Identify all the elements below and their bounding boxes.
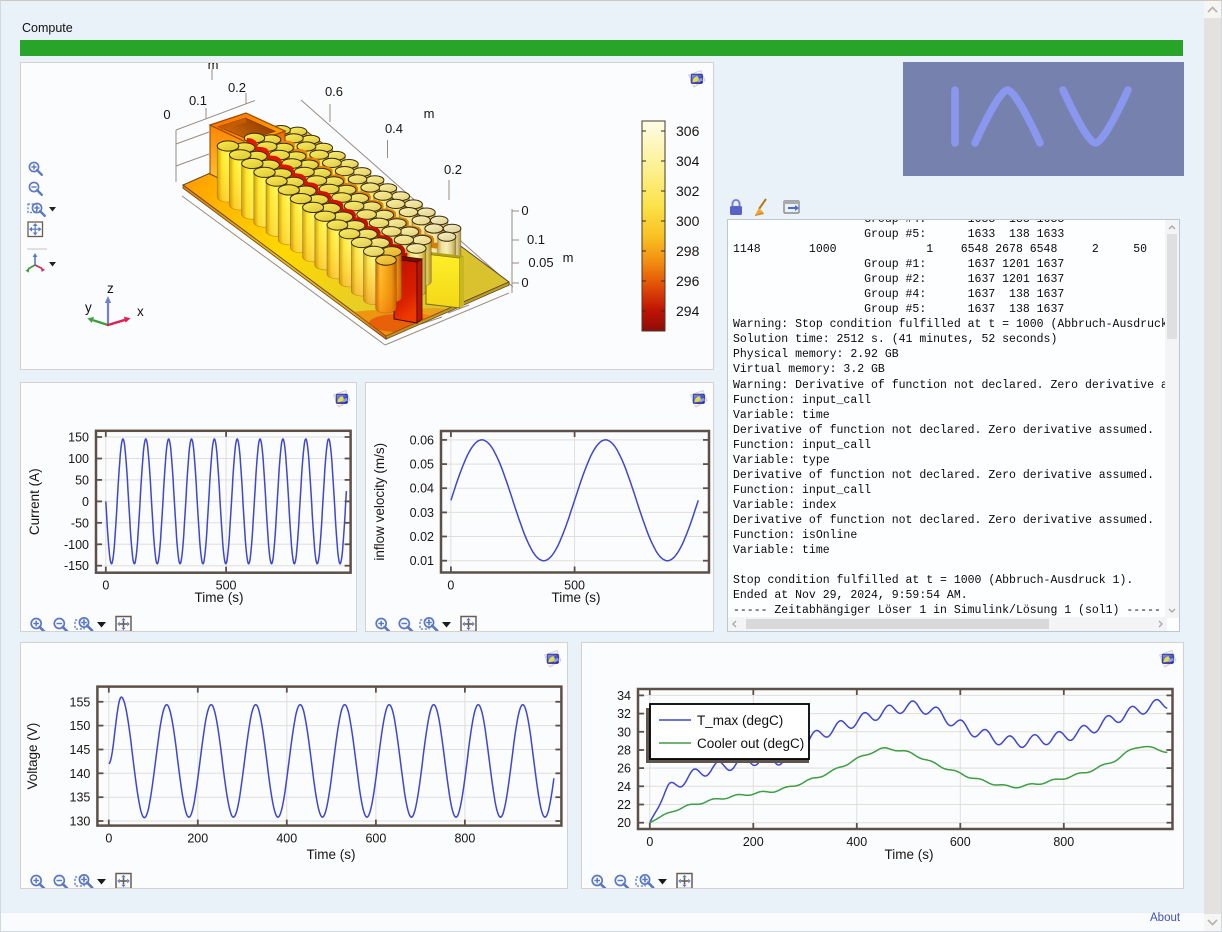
svg-text:500: 500 (216, 579, 237, 593)
svg-text:0.01: 0.01 (410, 554, 434, 568)
svg-text:150: 150 (70, 719, 91, 733)
svg-text:155: 155 (70, 695, 91, 709)
svg-text:m: m (563, 250, 574, 265)
svg-text:140: 140 (70, 767, 91, 781)
svg-text:302: 302 (676, 183, 700, 199)
svg-text:y: y (85, 300, 92, 315)
svg-text:0: 0 (105, 832, 112, 846)
svg-text:0.05: 0.05 (410, 458, 434, 472)
svg-text:inflow velocity (m/s): inflow velocity (m/s) (372, 443, 387, 561)
svg-text:306: 306 (676, 123, 700, 139)
svg-text:800: 800 (1053, 835, 1074, 849)
svg-text:0.6: 0.6 (325, 84, 343, 99)
svg-text:304: 304 (676, 153, 700, 169)
svg-text:34: 34 (617, 689, 631, 703)
svg-text:400: 400 (276, 832, 297, 846)
svg-text:0: 0 (447, 579, 454, 593)
svg-text:32: 32 (617, 707, 631, 721)
svg-text:Time (s): Time (s) (195, 590, 244, 605)
svg-text:m: m (424, 106, 435, 121)
svg-text:500: 500 (564, 579, 585, 593)
svg-text:Time (s): Time (s) (885, 847, 934, 862)
svg-text:600: 600 (950, 835, 971, 849)
svg-text:-150: -150 (64, 559, 89, 573)
svg-text:28: 28 (617, 744, 631, 758)
svg-text:26: 26 (617, 762, 631, 776)
svg-text:296: 296 (676, 273, 700, 289)
svg-text:0.04: 0.04 (410, 482, 434, 496)
svg-text:294: 294 (676, 303, 700, 319)
svg-text:0.02: 0.02 (410, 530, 434, 544)
svg-text:0.06: 0.06 (410, 433, 434, 447)
svg-text:145: 145 (70, 743, 91, 757)
svg-text:0: 0 (82, 495, 89, 509)
svg-text:0.2: 0.2 (444, 162, 462, 177)
svg-text:100: 100 (68, 452, 89, 466)
svg-text:130: 130 (70, 815, 91, 829)
svg-text:x: x (137, 304, 144, 319)
svg-text:0.2: 0.2 (228, 80, 246, 95)
svg-text:50: 50 (75, 473, 89, 487)
svg-text:0: 0 (163, 107, 170, 122)
svg-text:Cooler out (degC): Cooler out (degC) (697, 736, 804, 751)
svg-text:Current (A): Current (A) (27, 468, 42, 535)
svg-text:0.1: 0.1 (527, 232, 545, 247)
svg-text:135: 135 (70, 791, 91, 805)
svg-text:24: 24 (617, 780, 631, 794)
svg-text:Time (s): Time (s) (552, 590, 601, 605)
svg-text:800: 800 (454, 832, 475, 846)
svg-text:20: 20 (617, 816, 631, 830)
svg-text:0: 0 (521, 275, 528, 290)
svg-text:z: z (107, 281, 114, 296)
svg-text:300: 300 (676, 213, 700, 229)
svg-text:0.05: 0.05 (528, 255, 553, 270)
svg-text:30: 30 (617, 725, 631, 739)
svg-text:0.03: 0.03 (410, 506, 434, 520)
svg-text:150: 150 (68, 431, 89, 445)
svg-text:T_max (degC): T_max (degC) (697, 713, 783, 728)
svg-text:m: m (208, 63, 219, 72)
svg-text:0: 0 (102, 579, 109, 593)
svg-text:22: 22 (617, 798, 631, 812)
svg-text:200: 200 (187, 832, 208, 846)
svg-text:0.1: 0.1 (189, 93, 207, 108)
svg-text:-100: -100 (64, 538, 89, 552)
svg-text:400: 400 (846, 835, 867, 849)
svg-text:0: 0 (646, 835, 653, 849)
svg-text:Time (s): Time (s) (307, 847, 356, 862)
svg-text:200: 200 (743, 835, 764, 849)
svg-text:Voltage (V): Voltage (V) (25, 723, 40, 790)
svg-text:600: 600 (365, 832, 386, 846)
svg-text:298: 298 (676, 243, 700, 259)
svg-text:0: 0 (521, 203, 528, 218)
svg-text:-50: -50 (71, 516, 89, 530)
svg-text:0.4: 0.4 (385, 121, 403, 136)
